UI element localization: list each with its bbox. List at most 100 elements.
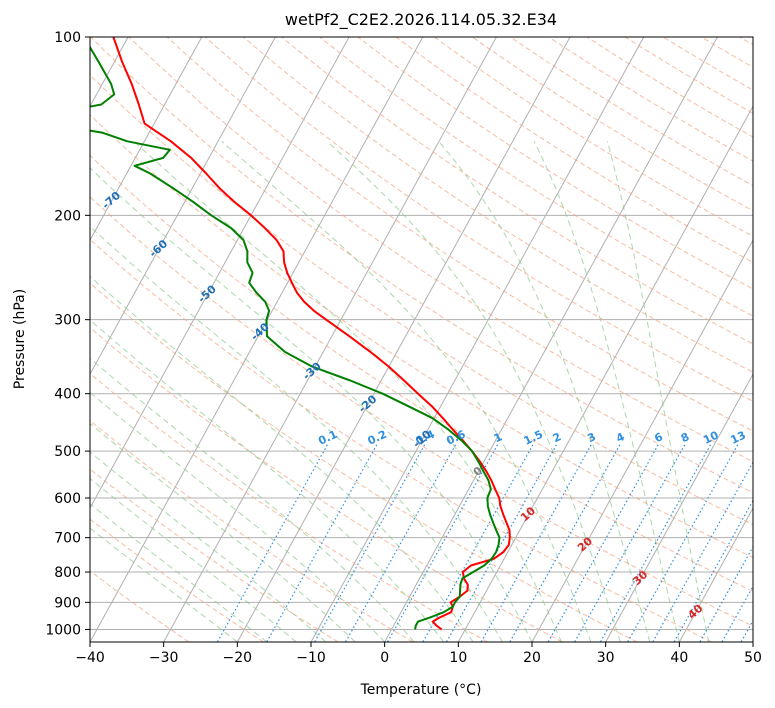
moist-adiabat-12: [221, 140, 592, 642]
dry-adiabat-19: [357, 37, 753, 290]
mixing-ratio-line-16: [721, 585, 753, 642]
x-tick-label-2: −20: [223, 650, 253, 666]
dry-adiabat-13: [128, 37, 753, 463]
mixing-ratio-label-11: 10: [701, 428, 721, 446]
isotherm-label-14: 40: [685, 602, 705, 622]
moist-adiabat-0: [90, 527, 238, 642]
y-tick-label-3: 400: [54, 387, 81, 403]
mixing-ratio-line-0: [216, 444, 328, 642]
x-tick-label-5: 10: [449, 650, 467, 666]
y-axis-label: Pressure (hPa): [12, 289, 28, 389]
moist-adiabat-13: [326, 140, 621, 642]
moist-adiabat-11: [133, 140, 562, 642]
y-tick-label-8: 900: [54, 595, 81, 611]
x-tick-label-6: 20: [523, 650, 541, 666]
dry-adiabat-17: [281, 37, 753, 345]
isotherm-label-11: 10: [518, 504, 538, 524]
x-axis-label: Temperature (°C): [360, 682, 482, 698]
dry-adiabat-6: [90, 282, 638, 642]
moist-adiabat-10: [90, 167, 533, 642]
dry-adiabat-2: [90, 468, 339, 642]
y-tick-label-2: 300: [54, 313, 81, 329]
dry-adiabat-28: [701, 37, 753, 68]
dry-adiabat-1: [90, 518, 264, 642]
isotherm-label-8: -20: [356, 392, 380, 415]
dry-adiabat-25: [586, 37, 753, 138]
y-tick-label-0: 100: [54, 30, 81, 46]
mixing-ratio-label-6: 2: [551, 430, 563, 445]
isotherm-line-21: [457, 105, 753, 642]
dry-adiabat-4: [90, 372, 488, 642]
mixing-ratio-line-8: [509, 444, 621, 642]
moist-adiabat-6: [90, 357, 415, 642]
isotherm-line-23: [605, 373, 753, 642]
dry-adiabat-10: [90, 114, 753, 559]
dry-adiabat-23: [510, 37, 753, 187]
isotherm-label-2: -80: [44, 155, 68, 178]
mixing-ratio-label-9: 6: [652, 430, 665, 445]
x-tick-label-4: 0: [380, 650, 389, 666]
dry-adiabat-0: [90, 570, 190, 642]
mixing-ratio-line-3: [345, 444, 457, 642]
moist-adiabat-14: [438, 140, 651, 642]
moist-adiabat-2: [90, 478, 297, 642]
y-axis-ticks: 100 200 300 400 500 600 700 800 900 1000: [45, 30, 90, 638]
mixing-ratio-line-9: [547, 444, 659, 642]
moist-adiabat-4: [90, 422, 356, 642]
dry-adiabat-16: [243, 37, 753, 373]
x-tick-label-0: −40: [75, 650, 105, 666]
isotherm-line-20: [384, 37, 718, 642]
isotherm-label-1: -90: [0, 113, 17, 136]
y-tick-label-1: 200: [54, 208, 81, 224]
y-tick-label-6: 700: [54, 531, 81, 547]
dry-adiabat-7: [90, 238, 712, 642]
mixing-ratio-line-17: [740, 619, 753, 642]
y-tick-label-9: 1000: [45, 622, 81, 638]
isotherm-line-17: [163, 37, 497, 642]
isotherm-line-15: [90, 37, 350, 510]
dry-adiabat-9: [90, 154, 753, 592]
isotherm-label-5: -50: [195, 282, 219, 305]
dry-adiabat-3: [90, 419, 414, 642]
mixing-ratio-label-1: 0.2: [366, 428, 389, 448]
dry-adiabat-18: [319, 37, 753, 317]
mixing-ratio-label-8: 4: [614, 430, 627, 445]
profiles: [90, 37, 511, 631]
isotherm-label-4: -60: [147, 237, 171, 260]
moist-adiabat-7: [90, 319, 444, 642]
mixing-ratio-line-6: [445, 444, 557, 642]
mixing-ratio-label-0: 0.1: [316, 428, 339, 448]
isotherm-label-6: -40: [248, 320, 272, 343]
mixing-ratio-line-12: [627, 444, 739, 642]
moist-adiabat-1: [90, 503, 268, 642]
x-tick-label-7: 30: [597, 650, 615, 666]
mixing-ratio-line-14: [673, 499, 753, 642]
dewpoint-line: [90, 45, 501, 630]
x-axis-ticks: −40 −30 −20 −10 0 10 20 30 40 50: [75, 642, 762, 666]
temperature-line: [112, 37, 511, 631]
moist-adiabat-8: [90, 275, 474, 642]
dry-adiabat-11: [90, 74, 753, 526]
line-labels: 0.10.20.40.611.52346810131620253036-100-…: [0, 113, 774, 622]
moist-adiabat-16: [606, 141, 710, 642]
y-tick-label-4: 500: [54, 444, 81, 460]
mixing-ratio-label-13: 16: [754, 428, 774, 446]
chart-title: wetPf2_C2E2.2026.114.05.32.E34: [285, 10, 557, 30]
mixing-ratio-label-5: 1.5: [522, 428, 545, 448]
dry-adiabat-12: [90, 37, 753, 494]
dry-adiabat-27: [662, 37, 753, 91]
mixing-ratio-line-5: [422, 444, 534, 642]
moist-adiabat-3: [90, 451, 327, 642]
mixing-ratio-line-11: [599, 444, 711, 642]
isotherm-line-25: [752, 640, 753, 642]
plot-frame: [89, 36, 754, 643]
y-tick-label-7: 800: [54, 565, 81, 581]
x-tick-label-1: −30: [149, 650, 179, 666]
dry-adiabat-5: [90, 327, 563, 642]
moist-adiabat-15: [533, 141, 680, 642]
y-tick-label-5: 600: [54, 491, 81, 507]
mixing-ratio-line-7: [480, 444, 592, 642]
isotherm-label-13: 30: [630, 568, 650, 588]
mixing-ratio-line-2: [314, 444, 426, 642]
